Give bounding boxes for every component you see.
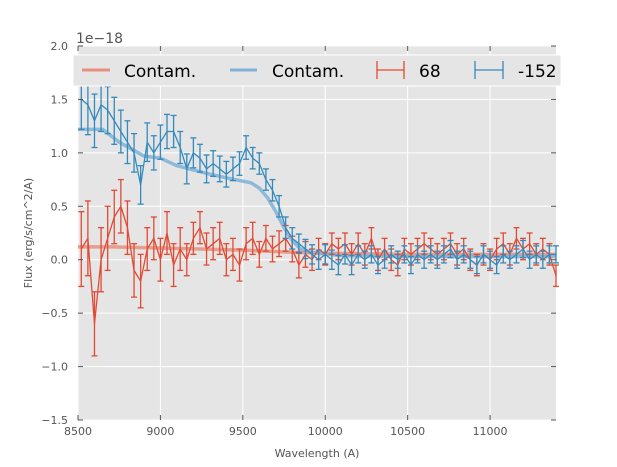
grid (77, 45, 556, 421)
x-tick-label: 9000 (146, 425, 174, 438)
y-tick-label: 0.0 (51, 254, 69, 267)
offset-label: 1e−18 (76, 31, 123, 47)
y-tick-label: −1.0 (41, 361, 68, 374)
series--152 (78, 68, 559, 276)
y-axis-label: Flux (erg/s/cm^2/A) (22, 178, 35, 288)
y-tick-label: 2.0 (51, 40, 69, 53)
legend-errorbar-blue-swatch (474, 61, 504, 79)
x-tick-label: 9500 (229, 425, 257, 438)
y-tick-label: 0.5 (51, 200, 69, 213)
legend: Contam. Contam. 68 -152 (72, 54, 562, 87)
x-tick-label: 10500 (390, 425, 425, 438)
legend-errorbar-red-swatch (376, 61, 405, 79)
axis-ticks: 8500 9000 9500 10000 10500 11000 −1.5 −1.0 −0.5 0… (41, 40, 556, 438)
y-tick-label: −0.5 (41, 307, 68, 320)
series-68 (78, 178, 559, 357)
legend-label-minus-152: -152 (518, 62, 557, 82)
x-tick-label: 10000 (308, 425, 343, 438)
y-tick-label: −1.5 (41, 414, 68, 427)
y-tick-label: 1.5 (51, 93, 69, 106)
x-tick-label: 11000 (473, 425, 508, 438)
legend-label-68: 68 (419, 62, 441, 82)
y-tick-label: 1.0 (51, 147, 69, 160)
legend-label-contam-blue: Contam. (272, 62, 344, 82)
plot-background (78, 46, 556, 420)
series-line (80, 98, 556, 267)
x-tick-label: 8500 (64, 425, 92, 438)
x-axis-label: Wavelength (A) (275, 447, 360, 460)
legend-label-contam-red: Contam. (124, 62, 196, 82)
data-series (78, 68, 559, 357)
